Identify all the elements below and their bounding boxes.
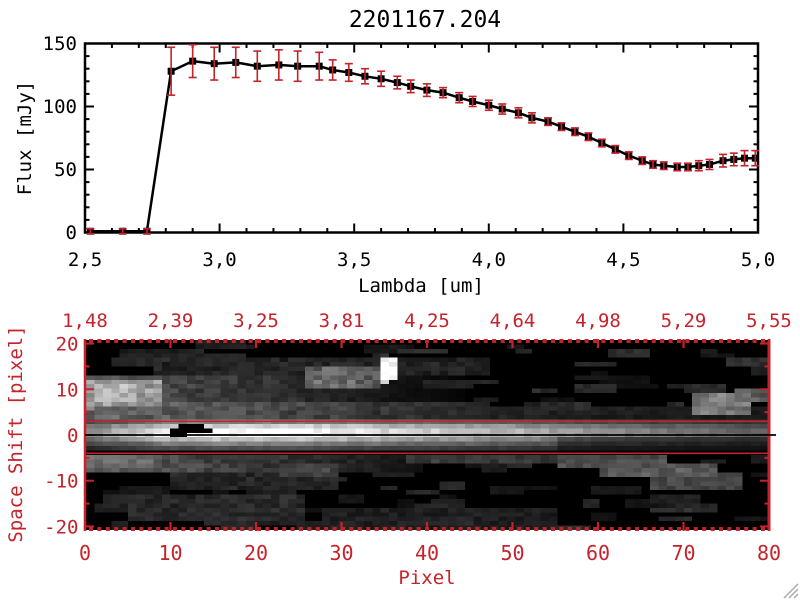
y-tick-label: 150 — [43, 33, 77, 55]
pixel-tick-label: 70 — [671, 541, 695, 565]
plot-frame — [83, 42, 760, 234]
pixel-axis-label: Pixel — [398, 567, 456, 589]
resize-grip-icon[interactable] — [783, 583, 799, 599]
pixel-tick-label: 60 — [586, 541, 610, 565]
wavelength-tick-label: 1,48 — [62, 310, 108, 332]
x-tick-label: 3,0 — [202, 249, 236, 271]
pixel-tick-label: 50 — [500, 541, 524, 565]
wavelength-tick-label: 5,29 — [661, 310, 707, 332]
pixel-tick-label: 0 — [79, 541, 91, 565]
x-tick-label: 3,5 — [337, 249, 371, 271]
pixel-tick-label: 80 — [757, 541, 781, 565]
space-shift-tick-label: 20 — [56, 334, 79, 356]
spectrum-line — [90, 59, 756, 233]
resize-grip-line — [788, 588, 799, 599]
y-tick-label: 50 — [54, 159, 77, 181]
wavelength-tick-label: 4,98 — [575, 310, 621, 332]
x-tick-label: 5,0 — [741, 249, 775, 271]
y-tick-label: 100 — [43, 96, 77, 118]
space-shift-tick-label: -10 — [44, 471, 78, 493]
y-tick-label: 0 — [66, 222, 77, 244]
flux-spectrum-plot: 2,5 3,0 3,5 4,0 4,5 5,0 0 50 100 150 — [43, 33, 775, 271]
wavelength-tick-label: 3,81 — [319, 310, 365, 332]
resize-grip-line — [793, 593, 799, 599]
space-shift-tick-label: 0 — [67, 425, 78, 447]
lambda-axis-label: Lambda [um] — [358, 275, 484, 297]
spectral-image-axes: 1,48 2,39 3,25 3,81 4,25 4,64 4,98 5,29 5,55 0 10 2… — [44, 310, 792, 565]
pixel-tick-label: 10 — [158, 541, 182, 565]
wavelength-tick-label: 3,25 — [233, 310, 279, 332]
wavelength-tick-label: 4,25 — [404, 310, 450, 332]
pixel-tick-label: 30 — [329, 541, 353, 565]
pixel-tick-label: 40 — [415, 541, 439, 565]
space-shift-tick-label: -20 — [44, 516, 78, 538]
pixel-tick-label: 20 — [244, 541, 268, 565]
wavelength-tick-label: 4,64 — [490, 310, 536, 332]
x-tick-label: 4,5 — [606, 249, 640, 271]
resize-grip-line — [783, 583, 799, 599]
x-tick-label: 2,5 — [68, 249, 102, 271]
wavelength-tick-label: 5,55 — [746, 310, 792, 332]
space-shift-tick-label: 10 — [56, 379, 79, 401]
x-tick-label: 4,0 — [472, 249, 506, 271]
plot-title: 2201167.204 — [348, 7, 502, 33]
wavelength-tick-label: 2,39 — [148, 310, 194, 332]
